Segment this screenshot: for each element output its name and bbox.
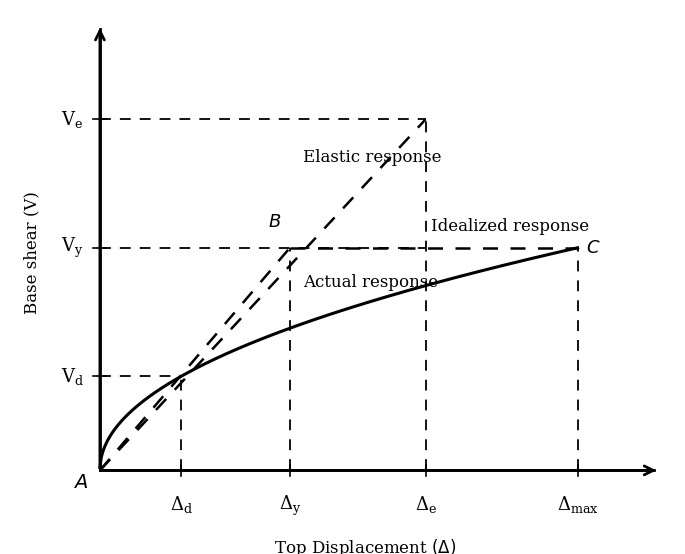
Text: $\mathregular{V_y}$: $\mathregular{V_y}$ xyxy=(61,235,84,260)
Text: $\mathregular{\Delta_y}$: $\mathregular{\Delta_y}$ xyxy=(279,494,301,518)
Text: $\mathit{C}$: $\mathit{C}$ xyxy=(586,239,600,257)
Text: $\mathregular{\Delta_{max}}$: $\mathregular{\Delta_{max}}$ xyxy=(557,494,599,515)
Text: $\mathregular{V_e}$: $\mathregular{V_e}$ xyxy=(62,109,84,130)
Text: $\mathregular{V_d}$: $\mathregular{V_d}$ xyxy=(60,366,84,387)
Text: $\mathregular{\Delta_d}$: $\mathregular{\Delta_d}$ xyxy=(170,494,192,515)
Text: Top Displacement $(\mathit{\Delta})$: Top Displacement $(\mathit{\Delta})$ xyxy=(274,537,456,554)
Text: Actual response: Actual response xyxy=(303,274,438,290)
Text: Base shear (V): Base shear (V) xyxy=(23,191,40,314)
Text: $\mathit{B}$: $\mathit{B}$ xyxy=(269,213,282,230)
Text: $\mathit{A}$: $\mathit{A}$ xyxy=(73,474,88,493)
Text: $\mathregular{\Delta_e}$: $\mathregular{\Delta_e}$ xyxy=(414,494,436,515)
Text: Idealized response: Idealized response xyxy=(431,218,589,235)
Text: Elastic response: Elastic response xyxy=(303,150,442,166)
